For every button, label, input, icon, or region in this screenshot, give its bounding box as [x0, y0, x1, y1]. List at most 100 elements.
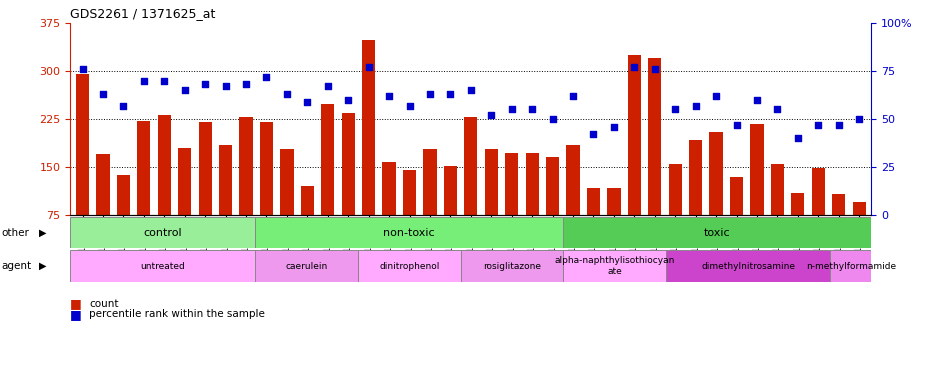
Text: ▶: ▶ [39, 228, 47, 238]
Bar [463, 117, 477, 263]
Bar [729, 177, 742, 263]
Bar [280, 149, 293, 263]
Text: rosiglitazone: rosiglitazone [482, 262, 540, 271]
Point [708, 93, 723, 99]
Point [116, 103, 131, 109]
Text: other: other [2, 228, 30, 238]
Point [300, 99, 314, 105]
Bar [96, 154, 110, 263]
Text: n-methylformamide: n-methylformamide [805, 262, 895, 271]
Point [830, 122, 845, 128]
Bar [358, 250, 461, 282]
Bar [219, 145, 232, 263]
Text: untreated: untreated [140, 262, 185, 271]
Point [402, 103, 417, 109]
Bar [178, 148, 191, 263]
Bar [402, 170, 416, 263]
Point [137, 78, 152, 84]
Text: non-toxic: non-toxic [383, 228, 434, 238]
Text: GDS2261 / 1371625_at: GDS2261 / 1371625_at [70, 7, 215, 20]
Bar [770, 164, 783, 263]
Point [789, 135, 804, 141]
Point [545, 116, 560, 122]
Bar [76, 74, 89, 263]
Bar [461, 250, 563, 282]
Bar [321, 104, 334, 263]
Bar [484, 149, 497, 263]
Point [769, 106, 784, 113]
Bar [361, 40, 375, 263]
Bar [811, 168, 824, 263]
Point [851, 116, 866, 122]
Point [341, 97, 356, 103]
Bar [586, 187, 599, 263]
Point [585, 131, 600, 137]
Text: toxic: toxic [703, 228, 730, 238]
Point [218, 83, 233, 89]
Text: dimethylnitrosamine: dimethylnitrosamine [700, 262, 795, 271]
Bar [300, 186, 314, 263]
Text: agent: agent [2, 261, 32, 271]
Point [810, 122, 825, 128]
Point [565, 93, 580, 99]
Bar [70, 217, 255, 248]
Text: dinitrophenol: dinitrophenol [379, 262, 439, 271]
Point [197, 81, 212, 88]
Point [749, 97, 764, 103]
Text: percentile rank within the sample: percentile rank within the sample [89, 310, 265, 319]
Bar [255, 250, 358, 282]
Bar [137, 121, 151, 263]
Point [320, 83, 335, 89]
Bar [444, 166, 457, 263]
Bar [382, 162, 395, 263]
Text: ■: ■ [70, 308, 82, 321]
Bar [239, 117, 253, 263]
Point [483, 112, 498, 118]
Point [360, 64, 375, 70]
Bar [852, 202, 865, 263]
Point [381, 93, 396, 99]
Bar [157, 114, 170, 263]
Point [177, 87, 192, 93]
Point [422, 91, 437, 97]
Bar [668, 164, 681, 263]
Bar [423, 149, 436, 263]
Bar [563, 217, 870, 248]
Point [95, 91, 110, 97]
Point [687, 103, 702, 109]
Text: control: control [143, 228, 182, 238]
Bar [627, 55, 640, 263]
Bar [831, 194, 844, 263]
Point [728, 122, 743, 128]
Text: alpha-naphthylisothiocyan
ate: alpha-naphthylisothiocyan ate [554, 257, 674, 276]
Bar [648, 58, 661, 263]
Point [667, 106, 682, 113]
Point [462, 87, 477, 93]
Bar [117, 175, 130, 263]
Bar [525, 153, 538, 263]
Bar [790, 193, 804, 263]
Point [239, 81, 254, 88]
Bar [255, 217, 563, 248]
Bar [259, 122, 272, 263]
Text: count: count [89, 299, 118, 309]
Point [279, 91, 294, 97]
Point [524, 106, 539, 113]
Point [606, 124, 621, 130]
Point [156, 78, 171, 84]
Bar [563, 250, 665, 282]
Bar [688, 140, 702, 263]
Bar [198, 122, 212, 263]
Point [443, 91, 458, 97]
Bar [565, 145, 579, 263]
Bar [505, 153, 518, 263]
Bar [665, 250, 829, 282]
Point [647, 66, 662, 72]
Bar [70, 250, 255, 282]
Bar [829, 250, 870, 282]
Bar [750, 124, 763, 263]
Bar [607, 187, 620, 263]
Text: ▶: ▶ [39, 261, 47, 271]
Text: caerulein: caerulein [285, 262, 328, 271]
Bar [342, 113, 355, 263]
